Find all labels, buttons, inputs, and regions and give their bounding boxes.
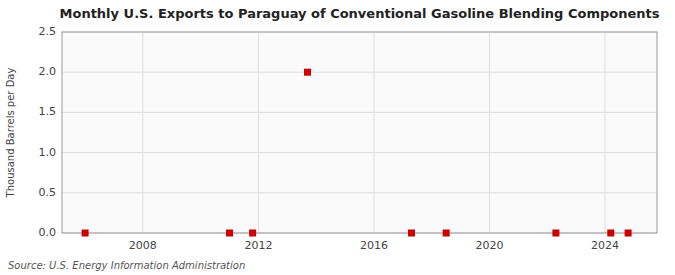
y-tick-label: 0.0 xyxy=(39,226,57,239)
x-tick-label: 2020 xyxy=(475,239,503,252)
x-tick-label: 2024 xyxy=(591,239,619,252)
plot-frame xyxy=(62,32,657,233)
x-tick-label: 2012 xyxy=(244,239,272,252)
grid xyxy=(62,32,657,233)
y-tick-label: 1.5 xyxy=(39,105,57,118)
y-grid-line xyxy=(62,112,657,113)
x-grid-line xyxy=(258,32,259,233)
source-note: Source: U.S. Energy Information Administ… xyxy=(8,260,245,271)
y-grid-line xyxy=(62,192,657,193)
scatter-point xyxy=(443,230,450,237)
scatter-point xyxy=(249,230,256,237)
chart-container: 0.0 0.5 1.0 1.5 2.0 2.5 2008 2012 2016 2020 2024 Mo… xyxy=(0,0,675,275)
x-grid-line xyxy=(142,32,143,233)
x-grid-line xyxy=(489,32,490,233)
scatter-point xyxy=(82,230,89,237)
plot-background xyxy=(62,32,657,233)
axes: 0.0 0.5 1.0 1.5 2.0 2.5 2008 2012 2016 2020 2024 xyxy=(39,25,620,252)
scatter-point xyxy=(625,230,632,237)
scatter-point xyxy=(226,230,233,237)
scatter-point xyxy=(408,230,415,237)
y-tick-label: 1.0 xyxy=(39,146,57,159)
y-tick-label: 0.5 xyxy=(39,186,57,199)
y-grid-line xyxy=(62,72,657,73)
y-tick-label: 2.5 xyxy=(39,25,57,38)
x-grid-line xyxy=(373,32,374,233)
x-tick-label: 2008 xyxy=(129,239,157,252)
x-grid-line xyxy=(605,32,606,233)
scatter-point xyxy=(552,230,559,237)
x-tick-label: 2016 xyxy=(360,239,388,252)
y-grid-line xyxy=(62,152,657,153)
scatter-point xyxy=(304,69,311,76)
chart-title: Monthly U.S. Exports to Paraguay of Conv… xyxy=(60,6,660,21)
scatter-point xyxy=(607,230,614,237)
data-marks xyxy=(82,69,632,237)
y-axis-label: Thousand Barrels per Day xyxy=(5,68,16,199)
y-tick-label: 2.0 xyxy=(39,65,57,78)
chart-svg: 0.0 0.5 1.0 1.5 2.0 2.5 2008 2012 2016 2020 2024 Mo… xyxy=(0,0,675,275)
